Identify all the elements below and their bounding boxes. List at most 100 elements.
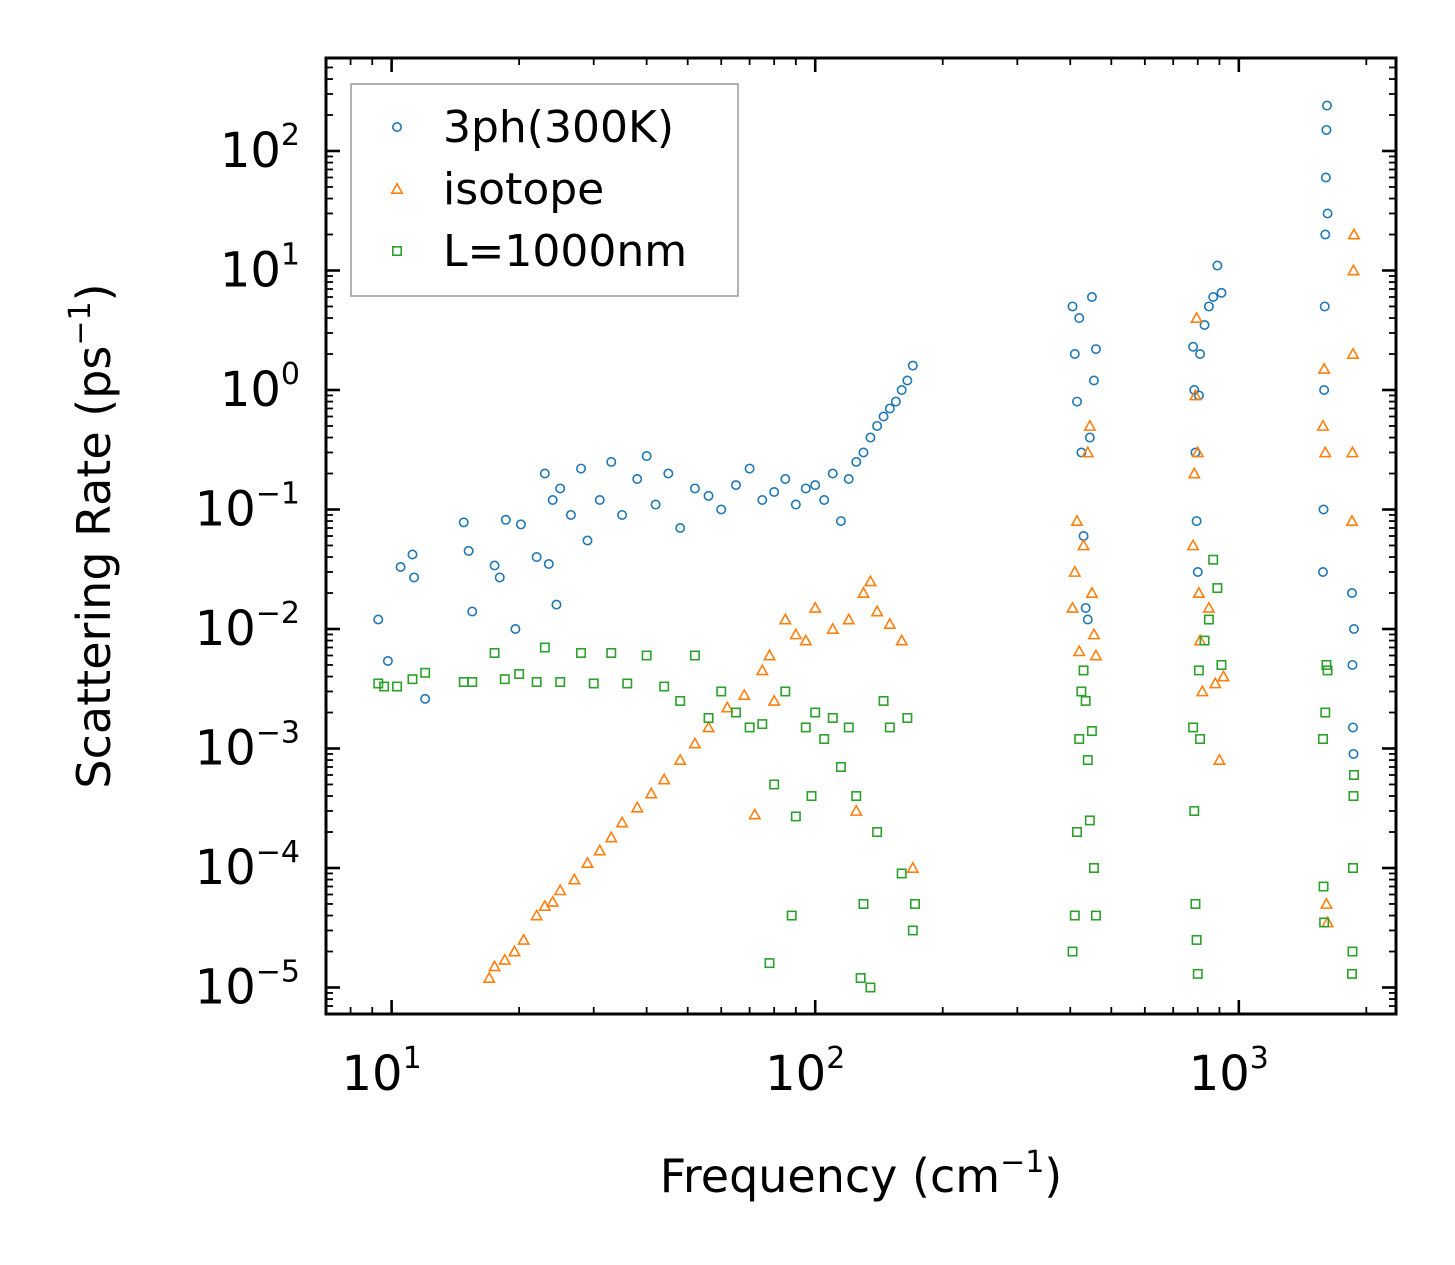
- series-1: [482, 227, 1361, 983]
- data-point: [395, 562, 406, 573]
- y-axis-label-close: ): [67, 283, 121, 301]
- data-point: [650, 499, 661, 510]
- data-point: [786, 910, 797, 921]
- data-point: [1067, 301, 1078, 312]
- data-point: [851, 456, 862, 467]
- data-point: [515, 519, 526, 530]
- y-axis-label-exp: −1: [63, 301, 98, 345]
- data-point: [1347, 227, 1361, 240]
- data-point: [555, 483, 566, 494]
- data-point: [1317, 734, 1328, 745]
- data-point: [615, 815, 629, 828]
- y-tick-label: 101: [220, 237, 300, 298]
- data-point: [909, 898, 920, 909]
- data-point: [895, 633, 909, 646]
- y-tick-label: 10−2: [195, 596, 300, 657]
- y-tick-label: 10−5: [195, 954, 300, 1015]
- data-point: [543, 558, 554, 569]
- data-point: [1090, 344, 1101, 355]
- data-point: [657, 772, 671, 785]
- legend-label-1: isotope: [443, 164, 604, 215]
- data-point: [1346, 968, 1357, 979]
- data-point: [576, 463, 587, 474]
- data-point: [902, 375, 913, 386]
- data-point: [1069, 349, 1080, 360]
- data-point: [851, 791, 862, 802]
- data-point: [865, 982, 876, 993]
- data-point: [580, 856, 595, 869]
- data-point: [407, 549, 418, 560]
- data-point: [1072, 644, 1086, 657]
- series-2: [373, 554, 1359, 993]
- data-point: [510, 623, 521, 634]
- data-point: [463, 545, 474, 556]
- data-point: [531, 552, 542, 563]
- data-point: [827, 712, 838, 723]
- data-point: [720, 700, 734, 713]
- data-point: [1203, 301, 1214, 312]
- data-point: [555, 677, 566, 688]
- data-point: [884, 722, 895, 733]
- y-axis-label-text: Scattering Rate (ps: [67, 346, 121, 789]
- data-point: [379, 681, 390, 692]
- data-point: [819, 495, 830, 506]
- y-axis-label: Scattering Rate (ps−1): [63, 283, 121, 788]
- data-point: [530, 908, 544, 921]
- data-point: [896, 384, 907, 395]
- data-point: [858, 447, 869, 458]
- data-point: [517, 933, 531, 945]
- data-point: [730, 480, 741, 491]
- data-point: [1187, 466, 1201, 479]
- data-point: [703, 490, 714, 501]
- data-point: [757, 719, 768, 730]
- data-point: [1212, 260, 1223, 271]
- data-point: [769, 779, 780, 790]
- data-point: [907, 925, 918, 936]
- data-point: [748, 807, 762, 820]
- data-point: [1076, 686, 1087, 697]
- data-point: [659, 681, 670, 692]
- data-point: [701, 720, 716, 733]
- x-axis-label: Frequency (cm−1): [660, 1145, 1063, 1203]
- data-point: [789, 627, 803, 640]
- data-point: [703, 712, 714, 723]
- data-point: [689, 483, 700, 494]
- data-point: [1348, 748, 1359, 759]
- y-tick-label: 102: [220, 118, 300, 179]
- data-point: [1192, 566, 1203, 577]
- data-point: [1086, 291, 1097, 302]
- data-point: [498, 953, 512, 965]
- data-point: [1078, 665, 1089, 676]
- data-point: [800, 483, 811, 494]
- data-point: [641, 451, 652, 462]
- data-point: [1208, 554, 1219, 565]
- data-point: [1082, 614, 1093, 625]
- data-point: [622, 678, 633, 689]
- data-point: [1348, 623, 1359, 634]
- data-point: [730, 707, 741, 718]
- legend-box: [350, 83, 739, 297]
- data-point: [1084, 815, 1095, 826]
- data-point: [790, 499, 801, 510]
- data-point: [778, 612, 792, 625]
- data-point: [1068, 565, 1082, 577]
- legend-marker-0: [391, 122, 402, 133]
- data-point: [1348, 791, 1359, 802]
- data-point: [582, 535, 593, 546]
- y-tick-label: 10−1: [195, 476, 300, 537]
- legend-marker-2: [391, 246, 402, 257]
- data-point: [1070, 514, 1084, 527]
- data-point: [565, 509, 576, 520]
- data-point: [1202, 601, 1216, 613]
- data-point: [826, 622, 840, 634]
- data-point: [1319, 301, 1330, 312]
- data-point: [1199, 319, 1210, 330]
- data-point: [1320, 229, 1331, 240]
- data-point: [1081, 445, 1095, 458]
- data-point: [467, 606, 478, 617]
- data-point: [1318, 504, 1329, 515]
- x-tick-labels: 101 102 103: [342, 1041, 1269, 1102]
- data-point: [884, 403, 895, 414]
- data-point: [1193, 665, 1204, 676]
- data-point: [863, 574, 877, 587]
